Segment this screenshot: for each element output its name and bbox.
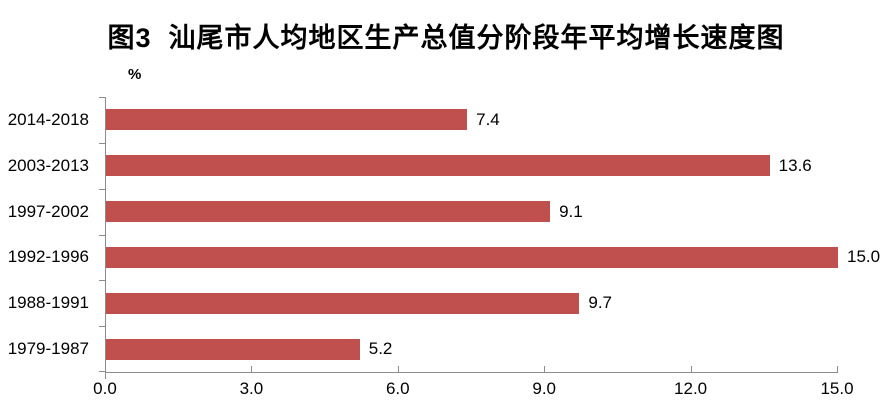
bar-row: 15.0: [106, 235, 880, 281]
value-axis-tick-label: 0.0: [93, 379, 117, 398]
value-axis-tick: [251, 366, 253, 372]
category-label: 2014-2018: [7, 109, 89, 129]
bar-value-label: 9.7: [588, 293, 612, 313]
bar-row: 5.2: [106, 326, 838, 372]
x-axis-tick-labels: 0.0 3.0 6.0 9.0 12.0 15.0: [93, 379, 853, 401]
category-axis-tick: [99, 234, 105, 236]
bar-value-label: 9.1: [559, 201, 583, 221]
bar-value-label: 13.6: [778, 155, 812, 175]
bar-row: 13.6: [106, 143, 838, 189]
category-axis-tick: [99, 142, 105, 144]
bar-row: 9.1: [106, 189, 838, 235]
bar-value-label: 7.4: [476, 109, 500, 129]
value-axis-tick-label: 15.0: [820, 379, 854, 398]
category-axis-tick: [99, 371, 105, 372]
category-axis-tick: [99, 97, 105, 98]
category-axis-labels: 2014-2018 2003-2013 1997-2002 1992-1996 1988…: [0, 97, 97, 372]
category-axis-tick: [99, 188, 105, 190]
plot-area: 7.4 13.6 9.1 15.0 9.7 5.2: [99, 97, 880, 379]
bar: [106, 246, 838, 268]
category-label: 2003-2013: [7, 155, 89, 175]
bar: [106, 292, 580, 314]
bar: [106, 201, 551, 223]
value-axis-tick: [690, 366, 692, 372]
bar-row: 9.7: [106, 280, 838, 326]
value-axis-tick: [837, 366, 838, 372]
axis-corner-tick: [105, 372, 106, 379]
value-axis-tick-label: 9.0: [532, 379, 557, 398]
category-label: 1979-1987: [7, 339, 89, 359]
category-axis-tick: [99, 326, 105, 328]
bar: [106, 109, 468, 131]
axis-unit-label: %: [128, 66, 142, 83]
category-label: 1997-2002: [7, 201, 89, 221]
value-axis-tick-label: 6.0: [385, 379, 410, 398]
category-axis-tick: [99, 280, 105, 282]
value-axis-tick: [544, 366, 546, 372]
category-label: 1992-1996: [7, 247, 89, 267]
value-axis-tick: [397, 366, 399, 372]
bar: [106, 155, 770, 177]
value-axis-tick-label: 12.0: [674, 379, 708, 398]
bar-value-label: 5.2: [368, 339, 393, 359]
bar: [106, 338, 360, 360]
bar-value-label: 15.0: [847, 247, 881, 267]
value-axis-tick-label: 3.0: [239, 379, 264, 398]
chart-title: 图3 汕尾市人均地区生产总值分阶段年平均增长速度图: [107, 23, 785, 53]
bar-row: 7.4: [106, 97, 838, 143]
category-label: 1988-1991: [7, 293, 89, 313]
